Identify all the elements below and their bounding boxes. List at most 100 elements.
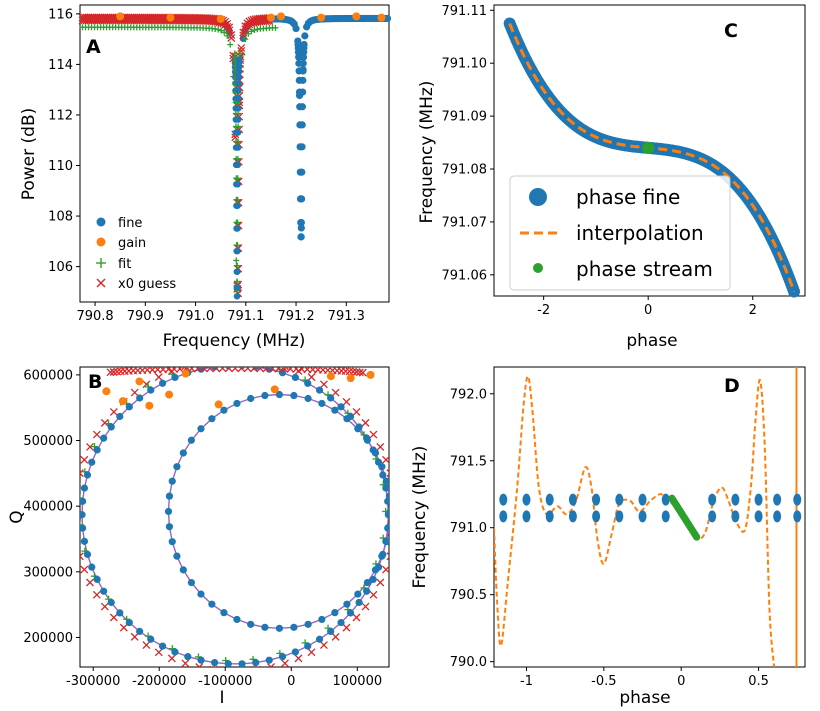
phase-fine-point [708,493,717,506]
fine-point [125,618,133,627]
fine-point [337,403,345,411]
x0-guess-point [154,373,163,382]
legend-x0-marker [96,278,106,288]
x0-guess-point [361,418,370,427]
panel-a-marks [78,12,392,300]
fine-point [165,492,174,500]
fine-point [354,590,362,598]
y-tick-label: 110 [48,159,73,174]
gain-point [366,370,375,379]
x0-guess-point [286,367,295,373]
fine-point [233,293,241,300]
fine-point [235,116,242,123]
x0-guess-point [225,23,234,32]
x0-guess-point [237,367,246,373]
x0-guess-point [223,19,232,28]
phase-fine-point [568,493,577,506]
fine-point [234,247,241,255]
fit-point [222,359,229,366]
x0-guess-point [212,367,221,373]
x-tick-label: 791.1 [227,309,264,324]
x0-guess-point [331,632,340,641]
fit-point [251,27,258,34]
x-tick-label: -200000 [132,674,186,689]
fit-point [245,30,252,37]
fine-point [261,391,269,400]
fine-point [304,620,312,628]
fine-point [220,406,228,414]
fine-point [298,143,306,151]
phase-stream-point [693,533,701,541]
x0-guess-point [109,368,118,376]
fine-point [197,367,205,373]
fit-point [234,196,241,203]
fine-point [197,590,205,598]
x0-guess-point [218,367,227,373]
x-tick-label: 791.0 [177,309,214,324]
gain-point [116,12,125,21]
fine-point [291,648,299,656]
x0-guess-point [342,397,351,406]
fine-point [327,394,335,402]
fine-point [385,492,389,500]
x0-guess-point [196,359,203,366]
fine-point [147,386,155,394]
phase-fine-point [731,493,740,506]
x0-guess-point [262,367,271,373]
fine-point [327,627,335,635]
x0-guess-point [80,538,81,547]
fine-point [184,653,192,661]
fit-point [233,257,240,264]
fine-point [382,484,389,492]
x-tick-label: -2 [537,303,550,318]
x-tick-label: 100000 [332,674,382,689]
panel-c: -2 0 2 791.06 791.07 791.08 791.09 791.10 791.11… [417,4,806,351]
fine-point [382,538,389,546]
x0-guess-point [224,367,233,373]
fine-point [234,268,241,275]
x0-guess-point [109,407,118,416]
gain-point [266,13,275,22]
phase-fine-point [754,510,763,523]
x0-guess-point [80,469,84,478]
y-tick-label: 500000 [23,434,73,449]
x0-guess-point [268,359,275,366]
phase-fine-point [793,510,802,523]
fine-point [125,403,133,411]
fine-point [265,656,273,664]
panel-c-label: C [724,20,738,42]
gain-point [102,387,111,396]
x0-guess-point [267,663,275,667]
panel-a: 790.8 790.9 791.0 791.1 791.2 791.3 106 108 110 1… [19,4,392,351]
fine-point [173,463,181,471]
phase-fine-point [638,510,647,523]
phase-fine-point [499,510,508,523]
fine-point [197,656,205,664]
x0-guess-point [175,367,184,373]
legend-gain-label: gain [118,236,146,251]
fine-point [136,627,144,635]
y-tick-label: 791.09 [442,110,488,125]
x-tick-label: 0 [644,303,652,318]
fine-point [173,552,181,560]
fine-point [291,373,299,382]
fine-point [80,484,89,492]
gain-point [326,372,335,381]
legend-x0-label: x0 guess [118,277,176,292]
fit-point [236,50,243,57]
fine-point [179,449,187,457]
fine-point [355,598,363,607]
fine-point [116,412,124,421]
panel-c-legend-box [509,175,731,291]
x0-guess-point [193,367,202,373]
fit-point [221,29,228,36]
fit-point [235,123,242,130]
panel-a-xlabel: Frequency (MHz) [163,331,306,351]
fine-point [107,423,115,431]
fine-point [116,609,124,617]
x0-guess-point [307,648,316,657]
x0-guess-point [195,663,204,667]
gain-point [276,12,285,21]
fine-point [83,471,92,479]
fine-point [384,497,389,505]
